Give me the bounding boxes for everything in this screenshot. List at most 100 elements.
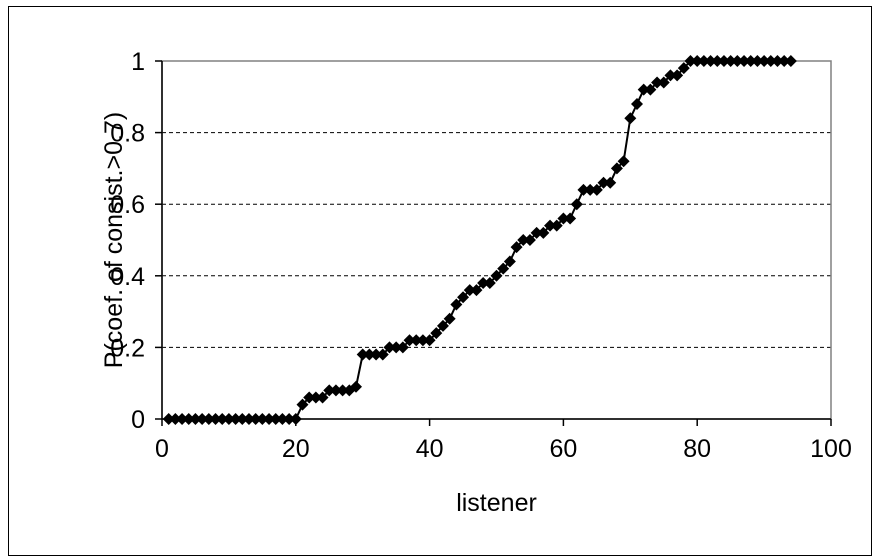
- data-point: [189, 413, 202, 425]
- data-point: [577, 183, 590, 196]
- data-point: [416, 334, 429, 347]
- x-axis-label: listener: [456, 489, 537, 517]
- data-point: [430, 327, 443, 340]
- data-point: [691, 55, 704, 67]
- data-point: [697, 55, 710, 67]
- data-point: [503, 255, 516, 268]
- data-point: [249, 413, 262, 425]
- data-point: [570, 198, 583, 211]
- x-tick-label: 20: [282, 435, 310, 463]
- data-point: [677, 62, 690, 75]
- x-tick-label: 80: [683, 435, 711, 463]
- series-line: [168, 60, 791, 420]
- data-point: [778, 55, 791, 67]
- data-point: [644, 83, 657, 96]
- y-axis-label: P(coef. of consist.>0.7): [100, 112, 128, 368]
- data-point: [350, 380, 363, 393]
- x-tick-labels: 0 20 40 60 80 100: [155, 435, 852, 463]
- data-point: [450, 298, 463, 311]
- x-tick-label: 40: [416, 435, 444, 463]
- data-point: [396, 341, 409, 354]
- data-point: [544, 219, 557, 232]
- y-tick-label: 1: [131, 48, 145, 76]
- chart-svg: 0 20 40 60 80 100 0 0.2 0.4 0.6 0.8 1 listener P(c…: [100, 48, 852, 517]
- data-point: [309, 391, 322, 404]
- data-point: [470, 284, 483, 297]
- y-tick-label: 0.4: [110, 263, 145, 291]
- data-point: [564, 212, 577, 225]
- y-tick-label: 0.2: [110, 334, 145, 362]
- y-tick-label: 0: [131, 406, 145, 434]
- data-point: [222, 413, 235, 425]
- data-point: [196, 413, 209, 425]
- data-point: [510, 241, 523, 254]
- data-point: [376, 348, 389, 361]
- data-point: [356, 348, 369, 361]
- data-point: [550, 219, 563, 232]
- data-point: [784, 55, 797, 67]
- data-point: [263, 413, 276, 425]
- data-point: [363, 348, 376, 361]
- data-point: [651, 76, 664, 89]
- plot-area-border: [161, 60, 832, 420]
- data-point: [303, 391, 316, 404]
- y-tick-label: 0.6: [110, 191, 145, 219]
- data-point: [664, 69, 677, 82]
- data-point: [436, 319, 449, 332]
- y-tick-label: 0.8: [110, 120, 145, 148]
- data-point: [597, 176, 610, 189]
- data-point: [316, 391, 329, 404]
- data-point: [604, 176, 617, 189]
- data-point: [497, 262, 510, 275]
- data-point: [724, 55, 737, 67]
- data-point: [370, 348, 383, 361]
- data-point: [169, 413, 182, 425]
- data-point: [410, 334, 423, 347]
- data-point: [537, 226, 550, 239]
- data-point: [483, 276, 496, 289]
- grid-lines: [162, 132, 831, 348]
- data-point: [162, 413, 175, 425]
- data-point: [323, 384, 336, 397]
- data-point: [236, 413, 249, 425]
- x-tick-label: 100: [810, 435, 852, 463]
- data-point: [684, 55, 697, 67]
- x-tick-label: 0: [155, 435, 169, 463]
- data-point: [624, 112, 637, 125]
- data-point: [704, 55, 717, 67]
- data-point: [457, 291, 470, 304]
- axes: [155, 60, 832, 426]
- data-point: [276, 413, 289, 425]
- data-point: [584, 183, 597, 196]
- data-point: [296, 398, 309, 411]
- data-point: [182, 413, 195, 425]
- data-point: [630, 97, 643, 110]
- data-point: [610, 162, 623, 175]
- data-point: [751, 55, 764, 67]
- data-point: [590, 183, 603, 196]
- data-point: [209, 413, 222, 425]
- data-point: [617, 155, 630, 168]
- data-point: [229, 413, 242, 425]
- data-point: [242, 413, 255, 425]
- data-point: [176, 413, 189, 425]
- data-point: [711, 55, 724, 67]
- data-point: [557, 212, 570, 225]
- data-point: [771, 55, 784, 67]
- y-tick-labels: 0 0.2 0.4 0.6 0.8 1: [110, 48, 145, 434]
- data-point: [477, 276, 490, 289]
- data-point: [738, 55, 751, 67]
- x-tick-label: 60: [549, 435, 577, 463]
- data-point: [744, 55, 757, 67]
- data-point: [523, 234, 536, 246]
- data-series: [162, 55, 797, 425]
- data-point: [216, 413, 229, 425]
- data-point: [202, 413, 215, 425]
- data-point: [731, 55, 744, 67]
- data-point: [463, 284, 476, 297]
- data-point: [383, 341, 396, 354]
- data-point: [423, 334, 436, 347]
- data-point: [530, 226, 543, 239]
- data-point: [289, 413, 302, 425]
- data-point: [390, 341, 403, 354]
